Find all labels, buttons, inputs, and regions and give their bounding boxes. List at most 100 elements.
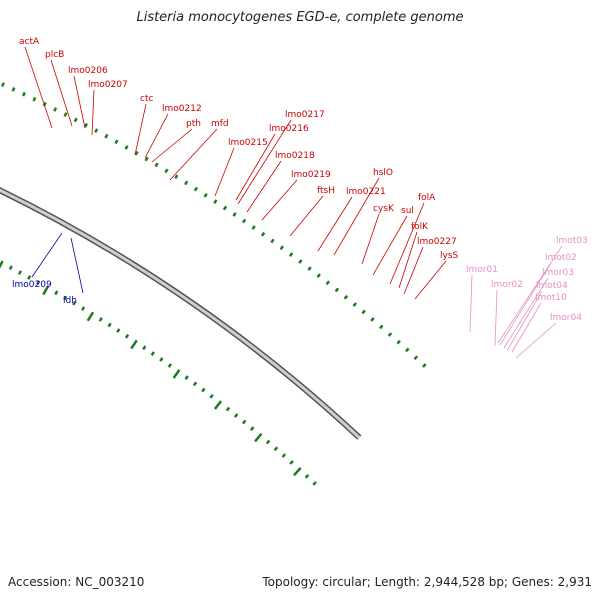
genome-backbone [0,187,362,440]
leader-line [144,113,169,159]
leader-line [317,196,353,252]
gene-label-red: lmo0206 [68,66,108,76]
leader-line [169,128,218,181]
inner-tick [312,481,317,486]
inner-tick [124,333,130,339]
inner-tick [150,351,156,356]
outer-tick [94,128,99,134]
inner-tick [63,295,68,301]
outer-tick [251,225,256,230]
gene-label-blue: ldh [63,296,77,306]
outer-tick [298,259,303,264]
gene-label-pink: lmor03 [542,268,574,278]
leader-line [515,322,557,359]
inner-tick [159,357,164,362]
leader-line [403,246,424,295]
gene-label-red: lmo0218 [275,151,315,161]
outer-tick [404,347,410,353]
leader-line [50,59,73,127]
outer-tick [53,107,58,112]
gene-label-red: pth [186,119,201,129]
leader-line [261,179,298,221]
outer-tick [32,96,37,102]
inner-tick [241,419,247,425]
inner-tick [36,280,41,285]
gene-label-pink: lmot02 [545,253,577,263]
outer-tick [361,309,366,315]
outer-tick [144,156,149,162]
inner-tick [42,285,50,296]
leader-line [70,237,84,294]
leader-line [235,133,276,201]
outer-tick [241,218,247,224]
outer-tick [334,287,340,293]
leader-line [497,245,563,344]
inner-tick [192,381,198,387]
inner-tick [17,270,23,275]
leader-line [24,46,53,129]
gene-label-red: ftsH [317,186,335,196]
gene-label-red: lmo0215 [228,138,268,148]
outer-tick [422,363,427,368]
leader-line [398,231,418,289]
gene-label-red: hslO [373,168,393,178]
inner-tick [167,363,173,368]
outer-tick [203,192,208,198]
backbone-outer [0,187,362,440]
gene-label-red: plcB [45,50,64,60]
outer-tick [316,273,321,278]
inner-tick [249,426,255,431]
gene-label-pink: lmot03 [556,236,588,246]
accession-text: Accession: NC_003210 [8,575,145,589]
outer-tick [21,91,26,97]
leader-line [214,147,235,197]
outer-tick [396,339,401,345]
leader-line [333,177,380,256]
outer-tick [174,174,179,180]
inner-tick [265,439,271,445]
outer-tick [260,231,266,237]
inner-tick [254,432,263,443]
leader-line [511,302,542,353]
gene-label-pink: lmor02 [491,280,523,290]
outer-tick [370,317,375,322]
outer-tick [63,112,68,117]
outer-tick-track [1,82,427,368]
outer-tick [73,117,78,123]
outer-tick [288,252,294,257]
inner-tick [86,311,95,322]
inner-tick [80,306,86,311]
outer-tick [104,133,109,139]
gene-label-red: folK [411,222,429,232]
outer-tick [387,332,393,337]
outer-tick [193,186,199,192]
outer-tick [222,205,228,211]
leader-line [361,213,380,265]
gene-label-red: lmo0217 [285,110,325,120]
outer-tick [270,238,275,244]
leader-line [499,262,552,346]
inner-tick [225,406,231,412]
inner-tick [98,317,103,322]
leader-line [414,260,447,300]
outer-tick [352,302,358,307]
gene-label-pink: lmor04 [550,313,582,323]
outer-tick [213,199,218,204]
outer-tick [114,139,119,145]
inner-tick [72,300,77,306]
outer-tick [83,122,89,128]
leader-line [91,89,95,136]
leader-line [237,119,292,205]
outer-tick [279,245,285,251]
leader-line [151,128,193,163]
leader-line [246,160,282,213]
gene-label-pink: lmot10 [535,293,567,303]
gene-label-red: lysS [440,251,459,261]
inner-tick [27,275,32,280]
inner-tick [209,393,214,399]
leader-line [31,232,63,278]
inner-tick [130,339,138,350]
outer-tick [1,82,5,87]
inner-tick [184,375,189,380]
topology-text: Topology: circular; Length: 2,944,528 bp… [262,575,592,589]
